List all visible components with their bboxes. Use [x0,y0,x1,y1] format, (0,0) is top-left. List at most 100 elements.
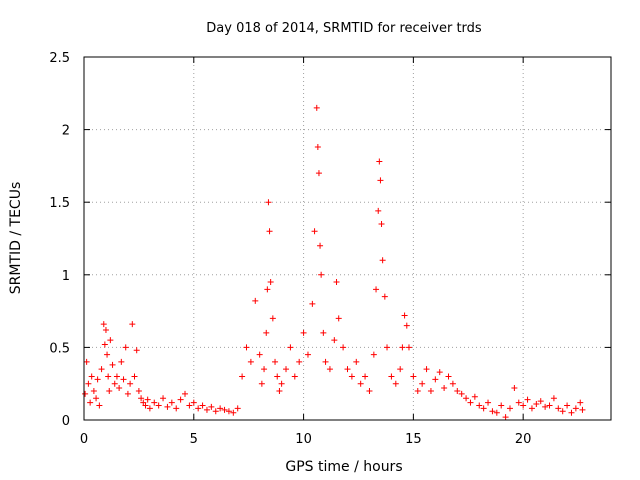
data-point [366,387,373,394]
data-point [83,358,90,365]
data-point [376,158,383,165]
data-point [82,390,89,397]
data-point [296,358,303,365]
data-point [100,321,107,328]
x-tick-label: 15 [405,432,422,447]
data-point [177,396,184,403]
data-point [384,344,391,351]
data-point [230,409,237,416]
grid-lines [84,57,611,420]
data-point [397,366,404,373]
data-point [463,395,470,402]
data-point [564,402,571,409]
data-point [129,321,136,328]
data-point [234,405,241,412]
data-point [449,380,456,387]
data-point [317,242,324,249]
data-point [272,358,279,365]
data-point [98,366,105,373]
data-point [467,399,474,406]
data-point [105,373,112,380]
data-point [221,406,228,413]
data-point [378,220,385,227]
data-point [151,399,158,406]
data-point [274,373,281,380]
data-point [142,402,149,409]
axis-ticks [83,56,611,421]
data-point [432,376,439,383]
data-point [144,396,151,403]
data-point [155,402,162,409]
data-point [537,398,544,405]
data-point [225,408,232,415]
data-point [107,337,114,344]
data-point [239,373,246,380]
data-point [331,337,338,344]
data-point [489,408,496,415]
data-point [247,358,254,365]
data-point [379,257,386,264]
x-tick-label: 20 [515,432,532,447]
data-point [261,366,268,373]
data-point [381,293,388,300]
data-point [243,344,250,351]
data-point [445,373,452,380]
data-point [326,366,333,373]
data-point [278,380,285,387]
data-point [138,395,145,402]
data-point [287,344,294,351]
y-tick-label: 1 [62,269,70,284]
data-point [476,402,483,409]
data-point [212,408,219,415]
data-point [528,405,535,412]
data-point [266,228,273,235]
data-point [267,279,274,286]
data-point [131,373,138,380]
data-point [555,405,562,412]
data-point [182,390,189,397]
y-tick-labels: 0 0.5 1 1.5 2 2.5 [49,51,70,429]
data-point [333,279,340,286]
data-point [577,399,584,406]
data-point [506,405,513,412]
data-point [133,347,140,354]
data-point [269,315,276,322]
plot-frame [83,56,612,421]
data-point [485,399,492,406]
data-point [265,199,272,206]
data-point [124,390,131,397]
y-axis-label: SRMTID / TECUs [8,182,24,295]
data-point [480,405,487,412]
data-point [427,387,434,394]
data-point [392,380,399,387]
data-point [106,387,113,394]
data-point [300,329,307,336]
data-point [344,366,351,373]
data-point [568,409,575,416]
data-point [419,380,426,387]
data-point [471,393,478,400]
data-point [579,406,586,413]
data-point [118,358,125,365]
data-points [82,104,586,421]
data-point [357,380,364,387]
y-tick-label: 2.5 [49,51,70,66]
y-tick-label: 1.5 [49,196,70,211]
data-point [190,399,197,406]
data-point [283,366,290,373]
data-point [546,402,553,409]
data-point [186,402,193,409]
data-point [146,405,153,412]
data-point [533,401,540,408]
y-tick-label: 2 [62,124,70,139]
data-point [90,387,97,394]
data-point [515,399,522,406]
x-tick-labels: 0 5 10 15 20 [80,432,532,447]
data-point [454,387,461,394]
data-point [168,399,175,406]
data-point [160,395,167,402]
data-point [291,373,298,380]
data-point [502,414,509,421]
data-point [276,387,283,394]
